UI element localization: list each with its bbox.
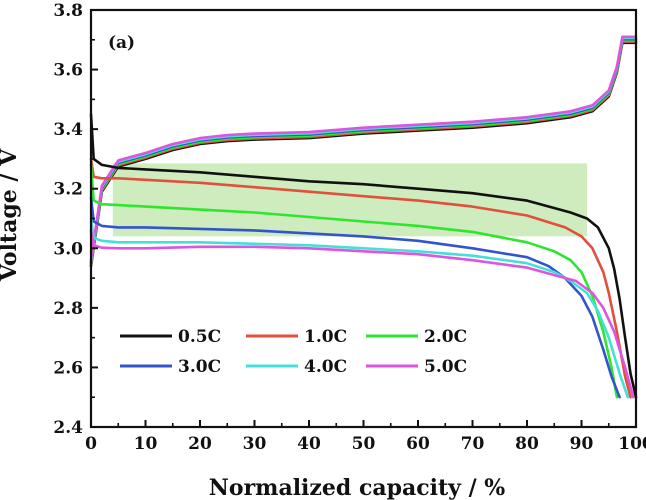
y-tick-label: 2.6 — [53, 358, 83, 378]
y-axis-title: Voltage / V — [0, 148, 22, 282]
x-axis-title: Normalized capacity / % — [209, 475, 505, 500]
x-tick-label: 70 — [461, 434, 485, 454]
discharge-curve-2.0C — [89, 163, 619, 399]
panel-label: (a) — [108, 33, 135, 53]
legend-label: 4.0C — [304, 357, 347, 377]
legend-label: 2.0C — [424, 327, 467, 347]
x-tick-label: 80 — [515, 434, 539, 454]
legend: 0.5C 1.0C 2.0C 3.0C 4.0C 5.0C — [120, 327, 467, 377]
legend-label: 1.0C — [304, 327, 347, 347]
y-tick-label: 3.0 — [53, 239, 83, 259]
y-tick-label: 3.4 — [53, 120, 83, 140]
discharge-curve-1.0C — [89, 157, 632, 399]
charge-curve-5.0C — [89, 35, 638, 262]
x-tick-label: 10 — [134, 434, 158, 454]
legend-label: 5.0C — [424, 357, 467, 377]
legend-label: 0.5C — [178, 327, 221, 347]
x-tick-label: 0 — [85, 434, 97, 454]
highlight-band — [112, 163, 587, 237]
x-tick-label: 30 — [243, 434, 267, 454]
x-tick-label: 100 — [618, 434, 646, 454]
y-tick-label: 3.8 — [53, 1, 83, 21]
discharge-curve-3.0C — [89, 196, 621, 399]
x-tick-label: 50 — [352, 434, 376, 454]
y-tick-label: 2.8 — [53, 299, 83, 319]
x-tick-label: 20 — [188, 434, 212, 454]
y-tick-label: 3.2 — [53, 180, 83, 200]
y-tick-label: 3.6 — [53, 61, 83, 81]
x-tick-label: 60 — [406, 434, 430, 454]
legend-label: 3.0C — [178, 357, 221, 377]
y-tick-label: 2.4 — [53, 418, 83, 438]
x-tick-label: 90 — [570, 434, 594, 454]
discharge-curve-0.5C — [89, 112, 638, 399]
discharge-curve-5.0C — [89, 229, 635, 399]
discharge-curve-4.0C — [89, 217, 630, 399]
x-tick-label: 40 — [297, 434, 321, 454]
